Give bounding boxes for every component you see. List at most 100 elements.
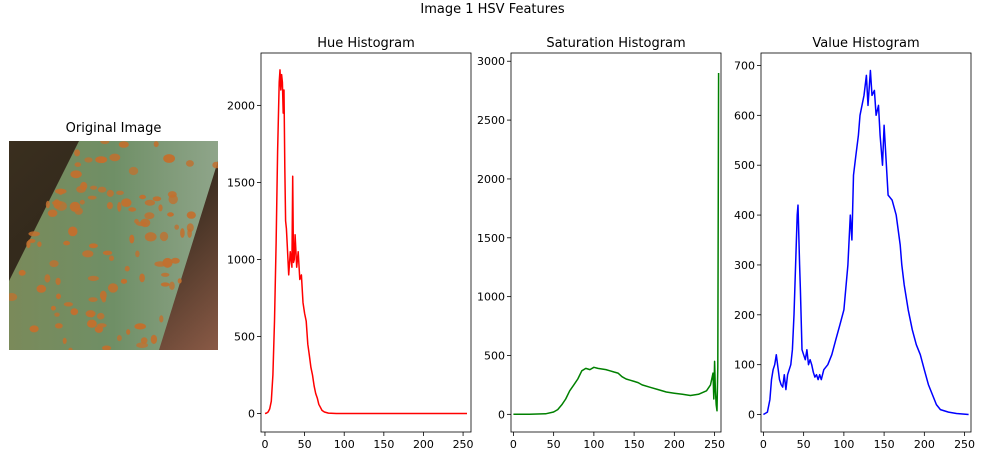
rust-pustule <box>44 274 51 283</box>
rust-pustule <box>126 329 131 335</box>
y-tick-label: 500 <box>234 330 255 343</box>
x-tick-label: 150 <box>373 438 394 451</box>
rust-pustule <box>159 315 164 323</box>
rust-pustule <box>102 250 113 256</box>
rust-pustule <box>158 204 163 212</box>
y-tick-label: 0 <box>248 408 255 421</box>
rust-pustule <box>74 149 81 157</box>
x-tick-label: 250 <box>453 438 474 451</box>
rust-pustule <box>162 257 173 268</box>
rust-pustule <box>76 185 86 193</box>
rust-pustules <box>9 141 218 350</box>
panel-title: Saturation Histogram <box>546 36 685 51</box>
rust-pustule <box>171 257 180 264</box>
rust-pustule <box>135 250 140 258</box>
rust-pustule <box>63 240 70 246</box>
rust-pustule <box>96 312 105 320</box>
rust-pustule <box>128 207 137 212</box>
x-tick-label: 150 <box>874 438 895 451</box>
hue-histogram-panel: Hue Histogram 0 50 100 150 200 250 0 500 1000 1500… <box>227 36 474 451</box>
x-tick-label: 0 <box>510 438 517 451</box>
rust-pustule <box>95 156 108 164</box>
y-tick-label: 2500 <box>477 114 505 127</box>
rust-pustule <box>186 223 194 232</box>
x-tick-label: 200 <box>914 438 935 451</box>
rust-pustule <box>58 189 65 195</box>
rust-pustule <box>144 232 157 242</box>
rust-pustule <box>54 312 60 317</box>
figure-title: Image 1 HSV Features <box>420 2 565 17</box>
rust-pustule <box>159 231 169 242</box>
rust-pustule <box>128 166 139 176</box>
y-tick-label: 500 <box>734 159 755 172</box>
rust-pustule <box>102 345 112 350</box>
rust-pustule <box>180 228 185 238</box>
rust-pustule <box>82 250 94 258</box>
rust-pustule <box>36 284 47 293</box>
y-tick-label: 3000 <box>477 55 505 68</box>
rust-pustule <box>174 224 179 230</box>
x-tick-label: 100 <box>833 438 854 451</box>
rust-pustule <box>88 243 98 249</box>
panel-title: Value Histogram <box>812 36 919 51</box>
y-tick-label: 400 <box>734 209 755 222</box>
rust-pustule <box>116 190 124 195</box>
rust-pustule <box>107 283 119 293</box>
x-tick-label: 150 <box>624 438 645 451</box>
rust-pustule <box>101 296 107 303</box>
series-line <box>264 69 467 415</box>
y-tick-label: 100 <box>734 359 755 372</box>
rust-pustule <box>168 194 178 205</box>
rust-pustule <box>84 157 93 163</box>
rust-pustule <box>160 282 170 287</box>
rust-pustule <box>87 195 97 200</box>
rust-pustule <box>28 238 36 243</box>
rust-pustule <box>45 200 51 209</box>
rust-pustule <box>55 277 61 286</box>
rust-pustule <box>109 153 121 162</box>
rust-pustule <box>97 186 107 193</box>
original-image <box>9 141 218 350</box>
y-tick-label: 0 <box>498 408 505 421</box>
rust-pustule <box>29 325 39 333</box>
rust-pustule <box>150 334 158 344</box>
value-histogram-panel: Value Histogram 0 50 100 150 200 250 0 100 200 300… <box>734 36 975 451</box>
rust-pustule <box>18 269 26 276</box>
rust-pustule <box>167 212 174 217</box>
y-tick-label: 2000 <box>477 173 505 186</box>
x-tick-label: 200 <box>664 438 685 451</box>
rust-pustule <box>185 160 194 167</box>
rust-pustule <box>56 293 61 300</box>
rust-pustule <box>70 170 82 179</box>
y-tick-label: 1000 <box>227 253 255 266</box>
rust-pustule <box>55 323 63 329</box>
rust-pustule <box>169 281 175 290</box>
rust-pustule <box>118 141 129 148</box>
x-tick-label: 250 <box>954 438 975 451</box>
rust-pustule <box>212 161 218 169</box>
rust-pustule <box>88 297 98 302</box>
panel-title: Hue Histogram <box>317 36 415 51</box>
rust-pustule <box>87 275 99 282</box>
rust-pustule <box>134 323 146 330</box>
y-tick-label: 1000 <box>477 291 505 304</box>
rust-pustule <box>63 302 73 307</box>
x-tick-label: 50 <box>797 438 811 451</box>
y-tick-label: 1500 <box>477 232 505 245</box>
rust-pustule <box>100 141 110 145</box>
axes-frame <box>260 52 472 433</box>
x-tick-label: 50 <box>298 438 312 451</box>
rust-pustule <box>74 162 82 167</box>
y-tick-label: 200 <box>734 309 755 322</box>
rust-pustule <box>139 194 147 200</box>
x-tick-label: 250 <box>704 438 725 451</box>
rust-pustule <box>186 211 196 219</box>
axes-frame <box>760 52 972 433</box>
rust-pustule <box>70 308 79 316</box>
rust-pustule <box>87 319 97 328</box>
rust-pustule <box>136 221 147 227</box>
rust-pustule <box>152 196 162 202</box>
rust-pustule <box>68 347 73 350</box>
y-tick-label: 600 <box>734 109 755 122</box>
